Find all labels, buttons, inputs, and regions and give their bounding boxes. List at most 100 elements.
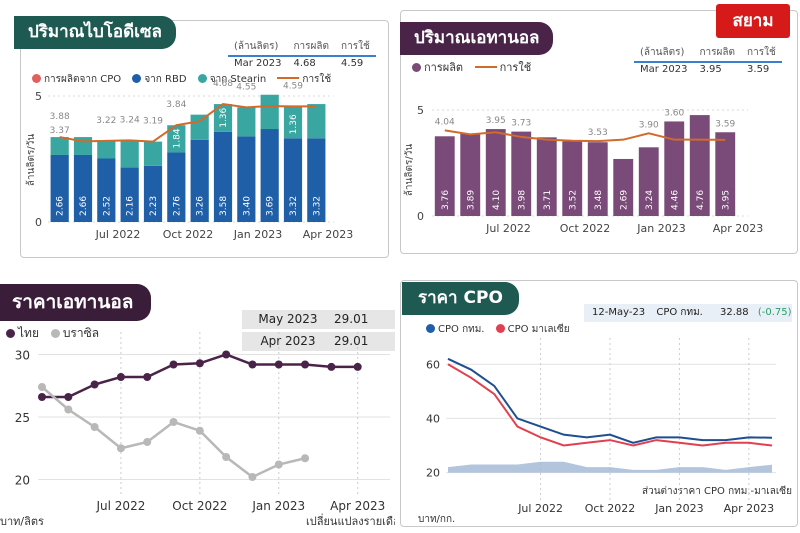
bar-label: 3.24 [645,190,655,210]
bar-rbd [97,158,116,222]
ethanol-volume-chart: 0 5 ล้านลิตร/วัน 3.76 4.04 3.89 4.10 3.95 3.98 3.… [403,104,764,235]
cpo-price-unit: บาท/กก. [418,514,456,525]
kpi-use: 3.59 [741,61,782,76]
thai-point [274,360,283,369]
x-tick-label: Apr 2023 [330,499,385,513]
kpi-header-unit: (ล้านลิตร) [234,41,279,52]
brazil-point [248,473,257,481]
bar-label: 3.95 [721,190,731,210]
bar-rbd-label: 2.66 [56,196,66,216]
bar-stearin [50,137,69,155]
use-value-label: 3.53 [588,128,608,138]
bar-rbd-label: 2.66 [79,196,89,216]
bar-rbd-label: 2.16 [126,196,136,216]
thai-point [90,380,99,389]
bar-label: 3.48 [594,190,604,210]
kpi-row-may: May 2023 29.01 [242,310,395,329]
brazil-point [274,460,283,469]
bar-rbd [120,167,139,222]
use-value-label: 3.95 [486,116,506,126]
kpi-header-unit: (ล้านลิตร) [640,47,685,58]
ethanol-price-chart: 20 25 30 Jul 2022 Oct 2022 Jan 2023 Apr 2023 [15,332,390,513]
x-tick-label: Apr 2023 [713,222,764,235]
ethanol-price-legend: ไทย บราซิล [6,324,107,343]
x-tick-label: Jan 2023 [636,222,685,235]
use-value-label: 3.90 [639,120,659,130]
bar-stearin [260,94,279,130]
bar-stearin [143,141,163,166]
thai-point [327,362,336,371]
bar-stearin [190,114,209,140]
y-tick-label: 5 [35,90,42,103]
legend-use: การใช้ [277,74,331,85]
y-tick-label: 60 [426,358,440,371]
legend-rbd: จาก RBD [132,74,187,85]
cpo-my-line [447,363,773,447]
ethanol-price-panel: ราคาเอทานอล ไทย บราซิล May 2023 29.01 Apr… [0,272,395,533]
use-label: 3.37 [50,126,70,136]
kpi-date: 12-May-23 [592,307,646,318]
brazil-point [195,426,204,435]
ethanol-volume-kpi: (ล้านลิตร) การผลิต การใช้ Mar 2023 3.95 … [634,44,782,76]
y-tick-label: 5 [417,104,424,117]
bar-rbd [143,165,163,222]
bar-production [536,137,557,216]
bar-label: 3.89 [466,190,476,210]
bar-stearin [307,104,326,139]
y-tick-label: 20 [426,467,440,480]
bar-rbd [50,154,69,222]
bar-production [434,136,455,216]
bar-label: 4.76 [696,190,706,210]
cpo-price-kpi: 12-May-23 CPO กทม. 32.88 (-0.75) [584,304,792,322]
spread-area [448,461,772,473]
brazil-point [143,438,152,446]
thai-point [248,360,257,369]
biodiesel-frame [20,20,389,258]
cpo-bkk-line [447,357,773,444]
ethanol-price-unit: บาท/ลิตร [0,515,44,528]
bar-stearin-label: 1.84 [172,128,182,148]
x-tick-label: Jul 2022 [95,228,141,241]
biodiesel-title: ปริมาณไบโอดีเซล [14,16,176,49]
kpi-production: 3.95 [693,61,742,76]
kpi-production: 4.68 [287,55,336,70]
x-tick-label: Jan 2023 [233,228,282,241]
bar-total-label: 4.55 [236,82,256,92]
thai-point [195,359,204,368]
brazil-point [222,453,231,461]
kpi-header-production: การผลิต [293,41,330,52]
siam-turakij-logo: สยามธุรกิจ [716,4,790,65]
bar-label: 3.52 [568,190,578,210]
kpi-label: CPO กทม. [656,307,703,318]
kpi-month: Mar 2023 [634,61,694,76]
bar-rbd-label: 2.52 [102,196,112,216]
bar-production [613,158,634,216]
y-tick-label: 40 [426,412,440,425]
brazil-point [169,418,178,426]
use-line [444,129,726,143]
x-tick-label: Oct 2022 [163,228,214,241]
legend-stearin: จาก Stearin [197,74,266,85]
kpi-row-apr: Apr 2023 29.01 [242,332,395,351]
bar-rbd [283,138,303,222]
biodiesel-kpi: (ล้านลิตร) การผลิต การใช้ Mar 2023 4.68 … [228,38,376,70]
x-tick-label: Jan 2023 [654,502,703,515]
brazil-point [64,405,73,414]
bar-rbd-label: 3.40 [242,196,252,216]
y-axis-label: ล้านลิตร/วัน [25,134,37,187]
legend-use: การใช้ [474,61,531,74]
bar-stearin [213,104,233,132]
cpo-price-chart: 20 40 60 Jul 2022 Oct 2022 Jan 2023 Apr 2023 [426,338,776,515]
bar-label: 4.46 [670,190,680,210]
kpi-header-use: การใช้ [747,47,776,58]
ethanol-volume-legend: การผลิต การใช้ [412,58,539,76]
bar-label: 4.10 [492,190,502,210]
bar-rbd-label: 3.69 [266,196,276,216]
use-value-label: 3.59 [715,119,735,129]
cpo-price-title: ราคา CPO [402,282,519,315]
x-tick-label: Jan 2023 [251,499,305,513]
kpi-header-production: การผลิต [699,47,736,58]
bar-stearin [283,106,303,139]
legend-brazil: บราซิล [50,326,99,340]
kpi-month: Mar 2023 [228,55,288,70]
